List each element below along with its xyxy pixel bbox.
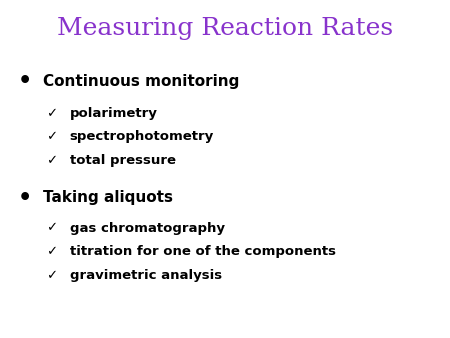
Text: Continuous monitoring: Continuous monitoring: [43, 74, 239, 89]
Text: ✓: ✓: [46, 269, 57, 282]
Text: ✓: ✓: [46, 154, 57, 167]
Text: •: •: [18, 188, 32, 208]
Text: gas chromatography: gas chromatography: [70, 222, 225, 235]
Text: ✓: ✓: [46, 130, 57, 143]
Text: polarimetry: polarimetry: [70, 107, 158, 120]
Text: gravimetric analysis: gravimetric analysis: [70, 269, 222, 282]
Text: spectrophotometry: spectrophotometry: [70, 130, 214, 143]
Text: Measuring Reaction Rates: Measuring Reaction Rates: [57, 17, 393, 40]
Text: ✓: ✓: [46, 107, 57, 120]
Text: titration for one of the components: titration for one of the components: [70, 245, 336, 258]
Text: •: •: [18, 71, 32, 91]
Text: ✓: ✓: [46, 245, 57, 258]
Text: ✓: ✓: [46, 222, 57, 235]
Text: total pressure: total pressure: [70, 154, 176, 167]
Text: Taking aliquots: Taking aliquots: [43, 190, 173, 205]
